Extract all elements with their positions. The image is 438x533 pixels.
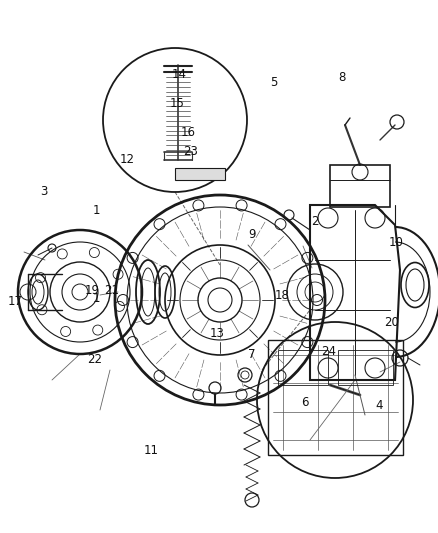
Text: 10: 10 (389, 236, 404, 249)
Text: 24: 24 (321, 345, 336, 358)
Text: 6: 6 (300, 396, 308, 409)
Text: 7: 7 (248, 348, 256, 361)
Text: 1: 1 (92, 292, 100, 305)
Text: 23: 23 (183, 146, 198, 158)
Text: 19: 19 (85, 284, 99, 297)
Text: 17: 17 (8, 295, 23, 308)
Bar (268, 340, 403, 455)
Bar (338, 350, 393, 385)
Text: 12: 12 (120, 154, 134, 166)
Text: 20: 20 (385, 316, 399, 329)
Text: 13: 13 (209, 327, 224, 340)
Text: 8: 8 (338, 71, 345, 84)
Text: 21: 21 (104, 284, 119, 297)
Text: 3: 3 (40, 185, 47, 198)
Text: 11: 11 (144, 444, 159, 457)
Text: 18: 18 (275, 289, 290, 302)
Bar (175, 168, 225, 180)
Text: 1: 1 (92, 204, 100, 217)
Bar (278, 350, 328, 385)
Text: 22: 22 (87, 353, 102, 366)
Text: 15: 15 (170, 98, 185, 110)
Text: 5: 5 (270, 76, 277, 89)
Text: 9: 9 (248, 228, 256, 241)
Text: 2: 2 (311, 215, 319, 228)
Text: 4: 4 (375, 399, 383, 411)
Bar (330, 165, 390, 207)
Text: 16: 16 (181, 126, 196, 139)
Text: 14: 14 (172, 68, 187, 81)
